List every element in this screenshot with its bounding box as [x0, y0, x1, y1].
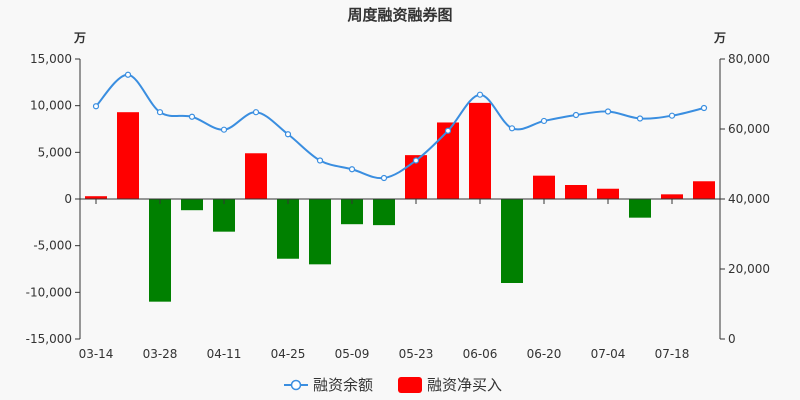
- balance-point-06-27[interactable]: [572, 111, 580, 119]
- net-buy-bar-04-25[interactable]: [277, 199, 299, 259]
- left-tick-label: -15,000: [26, 332, 72, 346]
- net-buy-bar-05-23[interactable]: [405, 155, 427, 199]
- balance-point-03-21[interactable]: [124, 71, 132, 78]
- balance-point-06-20[interactable]: [540, 117, 548, 125]
- balance-point-06-13[interactable]: [508, 125, 516, 132]
- net-buy-bar-03-21[interactable]: [117, 112, 139, 199]
- net-buy-bar-04-11[interactable]: [213, 199, 235, 232]
- x-tick-label: 07-18: [655, 347, 690, 361]
- balance-point-07-25[interactable]: [700, 104, 708, 112]
- left-tick-label: 10,000: [30, 99, 72, 113]
- x-tick-label: 03-14: [79, 347, 114, 361]
- right-tick-label: 0: [728, 332, 736, 346]
- left-tick-label: 15,000: [30, 52, 72, 66]
- balance-point-05-30[interactable]: [444, 127, 452, 134]
- balance-point-05-23[interactable]: [412, 157, 420, 164]
- balance-point-04-11[interactable]: [220, 126, 228, 133]
- left-tick-label: 0: [64, 192, 72, 206]
- net-buy-bar-07-18[interactable]: [661, 194, 683, 199]
- legend-label-balance: 融资余额: [313, 376, 373, 394]
- balance-point-05-16[interactable]: [380, 174, 388, 182]
- net-buy-bar-05-30[interactable]: [437, 122, 459, 199]
- balance-line: [95, 73, 705, 180]
- left-tick-label: -5,000: [33, 239, 72, 253]
- net-buy-bar-06-20[interactable]: [533, 175, 555, 199]
- net-buy-bar-07-25[interactable]: [693, 181, 715, 199]
- net-buy-bar-06-27[interactable]: [565, 185, 587, 199]
- balance-point-03-28[interactable]: [156, 109, 164, 116]
- net-buy-bar-07-11[interactable]: [629, 199, 651, 218]
- net-buy-bar-06-13[interactable]: [501, 199, 523, 283]
- net-buy-bars: [85, 102, 715, 302]
- legend-item-net-buy[interactable]: 融资净买入: [398, 376, 502, 394]
- x-tick-label: 05-09: [335, 347, 370, 361]
- balance-point-04-04[interactable]: [188, 113, 196, 120]
- net-buy-bar-05-09[interactable]: [341, 199, 363, 225]
- x-tick-label: 05-23: [399, 347, 434, 361]
- balance-point-07-11[interactable]: [636, 115, 644, 122]
- right-tick-label: 20,000: [728, 262, 770, 276]
- legend-line-marker: [290, 379, 302, 391]
- right-axis-unit: 万: [713, 31, 726, 45]
- net-buy-bar-04-18[interactable]: [245, 153, 267, 199]
- left-axis-unit: 万: [73, 31, 86, 45]
- net-buy-bar-03-28[interactable]: [149, 199, 171, 302]
- x-tick-label: 06-20: [527, 347, 562, 361]
- legend-item-balance[interactable]: 融资余额: [284, 376, 373, 394]
- net-buy-bar-05-02[interactable]: [309, 199, 331, 265]
- right-tick-label: 40,000: [728, 192, 770, 206]
- axes: 15,000 10,000 5,000 0 -5,000 -10,000 -15,000 80…: [26, 52, 770, 361]
- x-tick-label: 03-28: [143, 347, 178, 361]
- net-buy-bar-06-06[interactable]: [469, 102, 491, 199]
- balance-point-04-18[interactable]: [252, 109, 260, 116]
- balance-point-07-18[interactable]: [668, 112, 676, 119]
- balance-point-07-04[interactable]: [604, 108, 612, 115]
- net-buy-bar-07-04[interactable]: [597, 188, 619, 199]
- balance-point-04-25[interactable]: [284, 131, 292, 138]
- right-tick-label: 60,000: [728, 122, 770, 136]
- x-tick-label: 06-06: [463, 347, 498, 361]
- x-tick-label: 07-04: [591, 347, 626, 361]
- net-buy-bar-03-14[interactable]: [85, 196, 107, 199]
- left-tick-label: -10,000: [26, 285, 72, 299]
- legend: 融资余额 融资净买入: [284, 376, 502, 394]
- x-tick-label: 04-11: [207, 347, 242, 361]
- balance-point-06-06[interactable]: [476, 91, 484, 98]
- legend-bar-swatch: [398, 377, 422, 393]
- chart-title: 周度融资融券图: [347, 6, 452, 24]
- balance-point-03-14[interactable]: [92, 103, 100, 110]
- net-buy-bar-04-04[interactable]: [181, 199, 203, 211]
- legend-label-net-buy: 融资净买入: [427, 376, 502, 394]
- right-tick-label: 80,000: [728, 52, 770, 66]
- balance-point-05-09[interactable]: [348, 166, 356, 173]
- balance-point-05-02[interactable]: [316, 157, 324, 164]
- balance-line-group: [92, 71, 708, 182]
- left-tick-label: 5,000: [38, 145, 72, 159]
- x-tick-label: 04-25: [271, 347, 306, 361]
- net-buy-bar-05-16[interactable]: [373, 199, 395, 226]
